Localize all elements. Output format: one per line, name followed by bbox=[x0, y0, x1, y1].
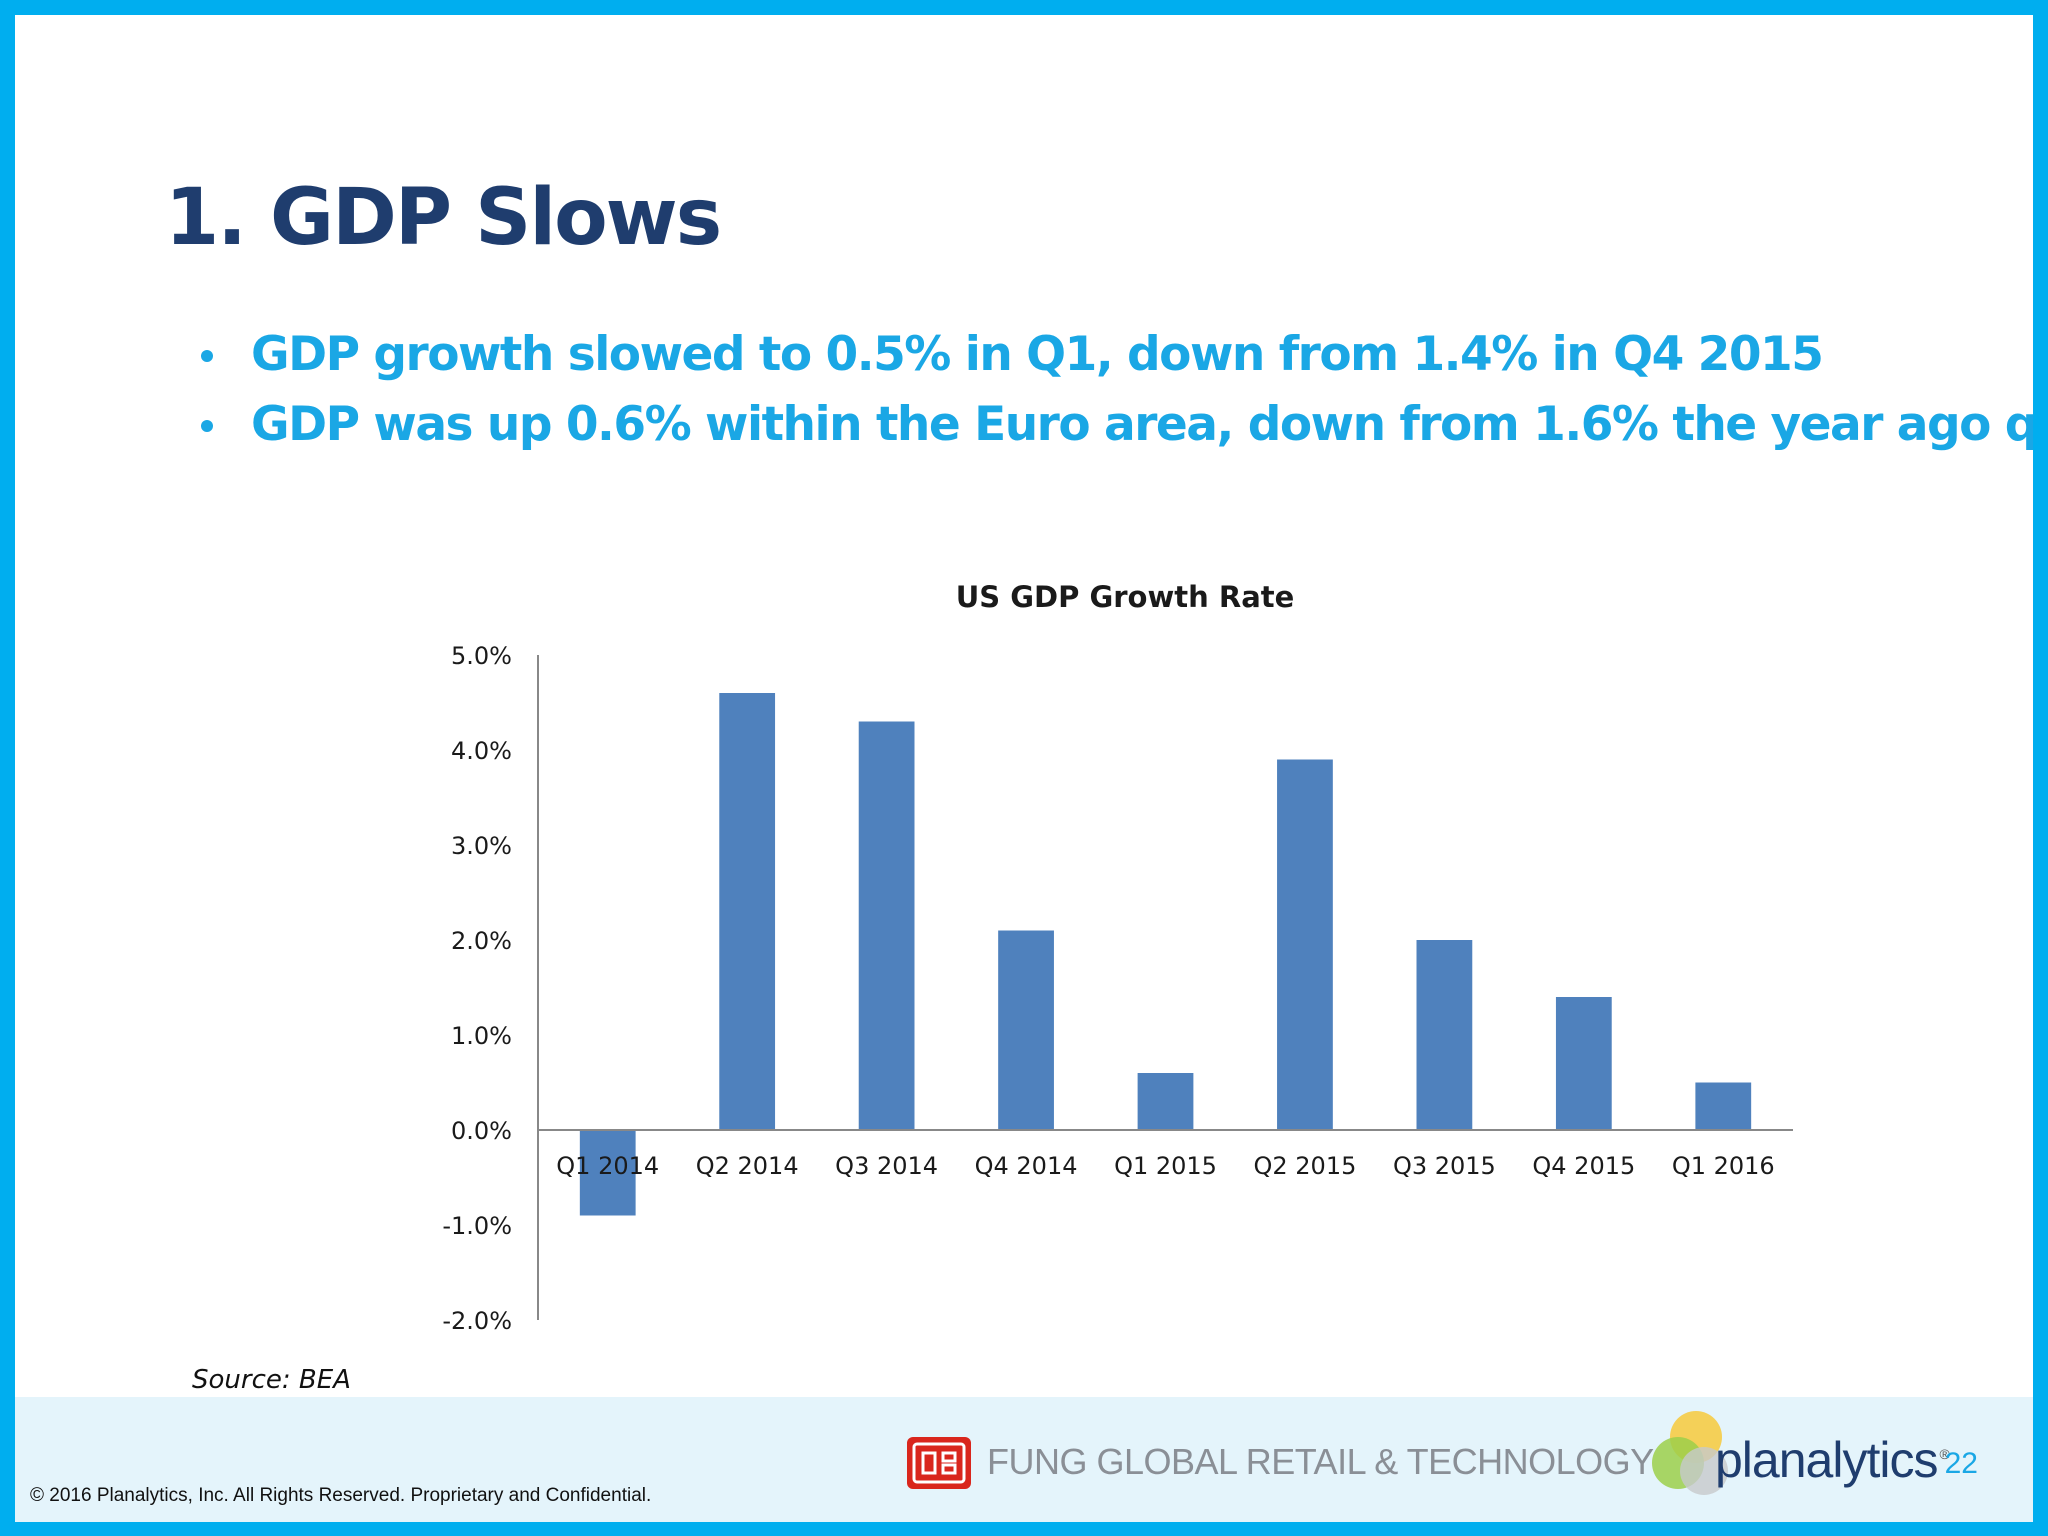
source-note: Source: BEA bbox=[192, 1365, 351, 1395]
bar-q4-2014 bbox=[998, 930, 1054, 1130]
y-tick-label: 1.0% bbox=[451, 1022, 512, 1050]
bar-q1-2015 bbox=[1137, 1073, 1194, 1130]
bullet-list: GDP growth slowed to 0.5% in Q1, down fr… bbox=[183, 320, 2048, 460]
y-tick-label: 3.0% bbox=[451, 832, 512, 860]
y-tick-label: -2.0% bbox=[442, 1307, 512, 1335]
y-axis-ticks: -2.0% -1.0% 0.0% 1.0% 2.0% 3.0% 4.0% 5.0% bbox=[442, 642, 512, 1335]
bullet-item: GDP growth slowed to 0.5% in Q1, down fr… bbox=[183, 320, 2033, 390]
bar-q4-2015 bbox=[1555, 997, 1612, 1130]
slide-title: 1. GDP Slows bbox=[165, 173, 722, 263]
y-tick-label: 0.0% bbox=[451, 1117, 512, 1145]
trademark-mark: ® bbox=[1939, 1446, 1949, 1463]
page-number: 22 bbox=[1944, 1447, 1978, 1480]
x-tick-label: Q3 2014 bbox=[835, 1152, 938, 1180]
y-tick-label: -1.0% bbox=[442, 1212, 512, 1240]
y-tick-label: 2.0% bbox=[451, 927, 512, 955]
bar-q2-2014 bbox=[719, 693, 776, 1130]
y-tick-label: 4.0% bbox=[451, 737, 512, 765]
bullet-text: GDP was up 0.6% within the Euro area, do… bbox=[251, 397, 2048, 452]
bar-q3-2014 bbox=[858, 721, 915, 1130]
bullet-text: GDP growth slowed to 0.5% in Q1, down fr… bbox=[251, 327, 1824, 382]
x-tick-label: Q1 2015 bbox=[1114, 1152, 1217, 1180]
x-tick-label: Q4 2015 bbox=[1532, 1152, 1635, 1180]
bar-q1-2016 bbox=[1695, 1082, 1752, 1130]
x-tick-label: Q1 2014 bbox=[556, 1152, 659, 1180]
gdp-bar-chart: US GDP Growth Rate -2.0% -1.0% 0.0% 1.0% 2.0… bbox=[442, 580, 1793, 1335]
x-tick-label: Q4 2014 bbox=[975, 1152, 1078, 1180]
bar-q2-2015 bbox=[1277, 759, 1333, 1130]
x-tick-label: Q3 2015 bbox=[1393, 1152, 1496, 1180]
footer-band: © 2016 Planalytics, Inc. All Rights Rese… bbox=[15, 1397, 2033, 1522]
fung-logo-text: FUNG GLOBAL RETAIL & TECHNOLOGY bbox=[987, 1441, 1654, 1482]
bar-q3-2015 bbox=[1416, 940, 1473, 1130]
y-tick-label: 5.0% bbox=[451, 642, 512, 670]
x-axis-labels: Q1 2014 Q2 2014 Q3 2014 Q4 2014 Q1 2015 Q2 20… bbox=[556, 1152, 1774, 1180]
x-tick-label: Q1 2016 bbox=[1672, 1152, 1775, 1180]
planalytics-logo-text: planalytics ® bbox=[1715, 1431, 1950, 1489]
planalytics-wordmark: planalytics bbox=[1715, 1432, 1938, 1488]
fung-seal-icon bbox=[907, 1437, 971, 1489]
bullet-dot-icon bbox=[201, 420, 213, 432]
chart-bars bbox=[579, 693, 1752, 1216]
bar-q1-2014 bbox=[579, 1130, 636, 1216]
x-tick-label: Q2 2014 bbox=[696, 1152, 799, 1180]
planalytics-logo-icon bbox=[1652, 1411, 1728, 1495]
bullet-dot-icon bbox=[201, 350, 213, 362]
x-tick-label: Q2 2015 bbox=[1254, 1152, 1357, 1180]
copyright-text: © 2016 Planalytics, Inc. All Rights Rese… bbox=[30, 1485, 652, 1506]
bullet-item: GDP was up 0.6% within the Euro area, do… bbox=[183, 390, 2048, 460]
chart-title: US GDP Growth Rate bbox=[956, 580, 1295, 614]
